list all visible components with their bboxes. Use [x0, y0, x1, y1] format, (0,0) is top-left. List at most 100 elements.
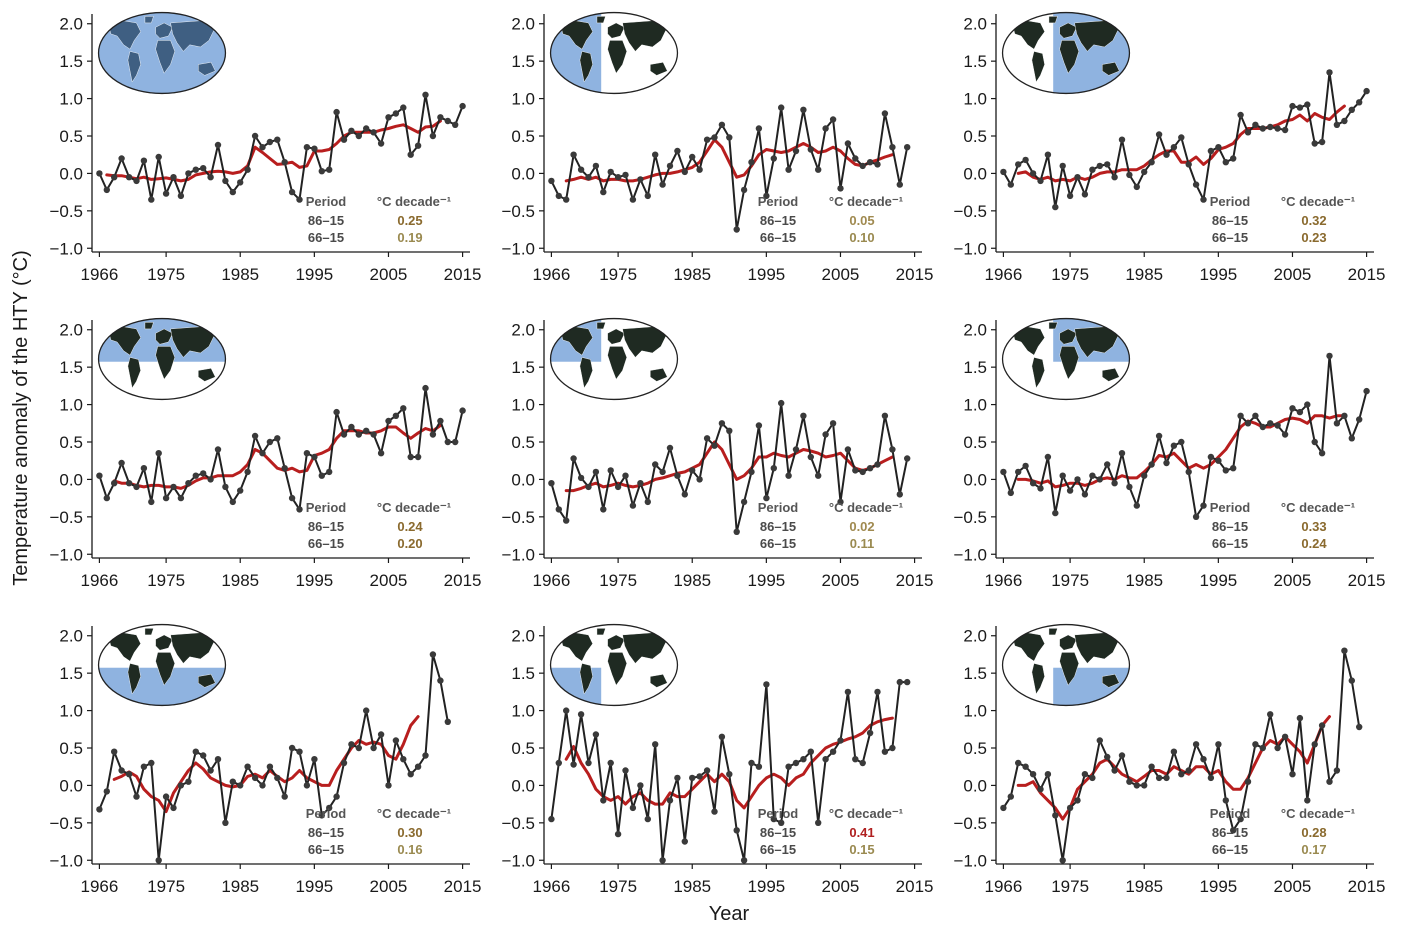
- data-point: [1096, 162, 1104, 170]
- data-point: [844, 140, 852, 147]
- data-point: [1274, 125, 1281, 132]
- data-point: [1192, 741, 1200, 748]
- stats-period-header: Period: [758, 500, 799, 515]
- data-point: [904, 678, 911, 686]
- y-tick-label: 2.0: [963, 627, 987, 646]
- data-point: [192, 166, 199, 173]
- stats-period: 86–15: [1212, 213, 1248, 228]
- data-point: [1052, 203, 1059, 211]
- annual-series-line: [98, 93, 464, 201]
- stats-period: 66–15: [1212, 230, 1248, 245]
- x-tick-label: 2015: [896, 571, 934, 590]
- data-point: [1044, 771, 1052, 778]
- data-point: [629, 804, 637, 812]
- y-tick-label: 0.5: [963, 433, 987, 452]
- data-point: [778, 399, 785, 407]
- data-point: [822, 756, 829, 763]
- data-point: [1348, 435, 1356, 442]
- data-point: [1155, 131, 1163, 138]
- data-point: [696, 773, 703, 780]
- data-point: [829, 420, 837, 427]
- stats-trend-value: 0.30: [397, 825, 422, 840]
- data-point: [874, 461, 881, 468]
- continent-shape: [596, 16, 606, 24]
- data-point: [896, 678, 903, 686]
- data-point: [1296, 714, 1304, 722]
- data-point: [133, 793, 140, 800]
- data-point: [452, 438, 459, 446]
- continent-shape: [144, 16, 154, 24]
- data-point: [251, 432, 259, 440]
- data-point: [815, 472, 822, 479]
- data-point: [815, 819, 822, 826]
- data-point: [652, 741, 659, 748]
- data-point: [1252, 121, 1259, 128]
- data-point: [815, 166, 822, 173]
- stats-trend-value: 0.17: [1301, 842, 1326, 857]
- data-point: [1192, 181, 1200, 188]
- data-point: [1281, 733, 1289, 740]
- data-point: [333, 108, 340, 116]
- continent-shape: [155, 40, 176, 74]
- y-tick-label: −1.0: [953, 545, 987, 564]
- continent-shape: [108, 20, 141, 50]
- data-point: [288, 744, 296, 752]
- data-point: [703, 435, 711, 442]
- data-point: [881, 748, 889, 755]
- data-point: [1155, 774, 1163, 782]
- data-point: [577, 474, 585, 482]
- data-point: [785, 166, 792, 173]
- data-point: [355, 744, 362, 752]
- data-point: [274, 774, 281, 782]
- y-tick-label: −0.5: [49, 814, 83, 833]
- data-point: [437, 677, 444, 684]
- y-tick-label: −0.5: [953, 814, 987, 833]
- data-point: [170, 804, 177, 812]
- data-point: [1111, 767, 1118, 774]
- data-point: [770, 815, 777, 823]
- data-point: [1074, 476, 1081, 483]
- continent-shape: [596, 322, 606, 330]
- data-point: [118, 767, 125, 774]
- y-tick-label: 2.0: [963, 321, 987, 340]
- stats-period: 86–15: [760, 519, 796, 534]
- data-point: [281, 793, 288, 800]
- data-point: [429, 651, 437, 658]
- stats-trend-value: 0.16: [397, 842, 422, 857]
- stats-period: 66–15: [760, 842, 796, 857]
- stats-period: 86–15: [308, 213, 344, 228]
- y-tick-label: 1.0: [511, 396, 535, 415]
- x-tick-label: 1995: [747, 877, 785, 896]
- data-point: [185, 480, 192, 487]
- data-point: [822, 125, 829, 132]
- continent-shape: [607, 634, 625, 651]
- data-point: [296, 748, 303, 755]
- continent-shape: [1012, 326, 1045, 356]
- map-body: [98, 318, 226, 400]
- data-point: [326, 804, 333, 812]
- stats-period-header: Period: [758, 194, 799, 209]
- data-point: [1007, 181, 1014, 188]
- data-point: [1222, 159, 1230, 166]
- data-point: [1230, 155, 1237, 162]
- data-point: [1029, 771, 1037, 778]
- data-point: [414, 453, 422, 461]
- data-point: [103, 186, 111, 194]
- data-point: [1089, 166, 1096, 173]
- data-point: [1200, 502, 1207, 509]
- y-tick-label: 0.5: [59, 739, 83, 758]
- data-point: [392, 412, 400, 419]
- data-point: [592, 468, 600, 476]
- stats-period: 66–15: [760, 536, 796, 551]
- y-tick-label: 2.0: [511, 15, 535, 34]
- x-tick-label: 1985: [673, 877, 711, 896]
- data-point: [807, 453, 814, 461]
- data-point: [200, 470, 207, 477]
- stats-trend-value: 0.02: [849, 519, 874, 534]
- data-point: [1267, 711, 1274, 718]
- smoothed-series-line: [112, 715, 420, 814]
- continent-shape: [650, 368, 668, 382]
- map-outline: [1001, 623, 1131, 707]
- continent-shape: [108, 326, 141, 356]
- data-point: [348, 127, 355, 134]
